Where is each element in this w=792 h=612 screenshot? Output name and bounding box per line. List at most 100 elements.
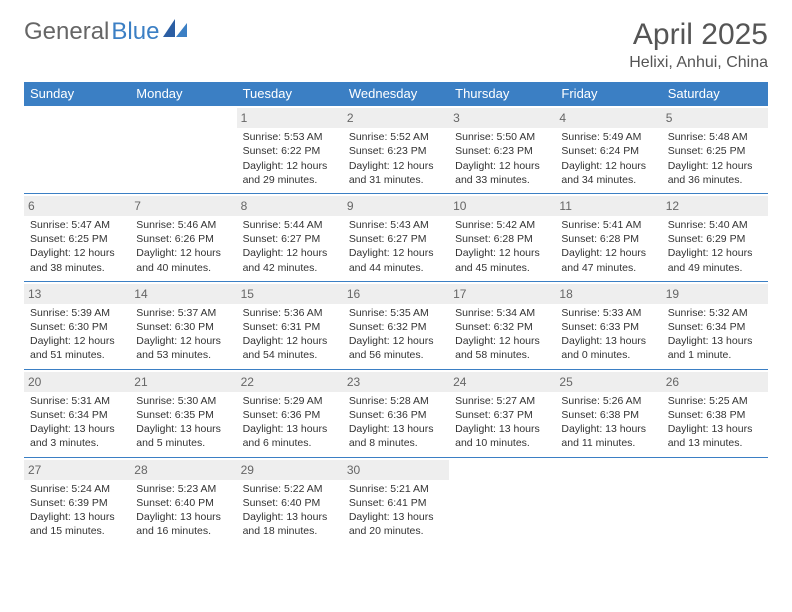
- day-number: 28: [130, 460, 236, 480]
- brand-part2: Blue: [111, 18, 159, 46]
- daylight-text: Daylight: 13 hours and 15 minutes.: [30, 510, 124, 538]
- daylight-text: Daylight: 12 hours and 38 minutes.: [30, 246, 124, 274]
- sunrise-text: Sunrise: 5:35 AM: [349, 306, 443, 320]
- daylight-text: Daylight: 13 hours and 6 minutes.: [243, 422, 337, 450]
- day-number: 15: [237, 284, 343, 304]
- day-header: Sunday: [24, 82, 130, 106]
- daylight-text: Daylight: 12 hours and 36 minutes.: [668, 159, 762, 187]
- day-number: 1: [237, 108, 343, 128]
- day-cell: 4Sunrise: 5:49 AMSunset: 6:24 PMDaylight…: [555, 106, 661, 194]
- sunset-text: Sunset: 6:34 PM: [668, 320, 762, 334]
- day-number: 14: [130, 284, 236, 304]
- sunrise-text: Sunrise: 5:24 AM: [30, 482, 124, 496]
- brand-logo: General Blue: [24, 18, 189, 46]
- day-cell: 26Sunrise: 5:25 AMSunset: 6:38 PMDayligh…: [662, 369, 768, 457]
- day-number: 25: [555, 372, 661, 392]
- sunrise-text: Sunrise: 5:22 AM: [243, 482, 337, 496]
- sunset-text: Sunset: 6:40 PM: [243, 496, 337, 510]
- day-cell: 16Sunrise: 5:35 AMSunset: 6:32 PMDayligh…: [343, 281, 449, 369]
- day-cell: 29Sunrise: 5:22 AMSunset: 6:40 PMDayligh…: [237, 457, 343, 544]
- day-cell: 18Sunrise: 5:33 AMSunset: 6:33 PMDayligh…: [555, 281, 661, 369]
- day-cell: 13Sunrise: 5:39 AMSunset: 6:30 PMDayligh…: [24, 281, 130, 369]
- week-row: 13 Sunrise: 5:39 AM Sunset: 6:30 PM Dayligh…: [24, 281, 768, 369]
- week-row: 27Sunrise: 5:24 AMSunset: 6:39 PMDayligh…: [24, 457, 768, 544]
- daylight-text: Daylight: 12 hours and 29 minutes.: [243, 159, 337, 187]
- daylight-text: Daylight: 12 hours and 34 minutes.: [561, 159, 655, 187]
- day-cell: 8Sunrise: 5:44 AMSunset: 6:27 PMDaylight…: [237, 193, 343, 281]
- sunrise-text: Sunrise: 5:48 AM: [668, 130, 762, 144]
- header: General Blue April 2025 Helixi, Anhui, C…: [24, 18, 768, 72]
- day-number: 18: [555, 284, 661, 304]
- sunset-text: Sunset: 6:35 PM: [136, 408, 230, 422]
- day-cell: 10Sunrise: 5:42 AMSunset: 6:28 PMDayligh…: [449, 193, 555, 281]
- sunrise-text: Sunrise: 5:43 AM: [349, 218, 443, 232]
- daylight-text: Daylight: 12 hours and 49 minutes.: [668, 246, 762, 274]
- sunset-text: Sunset: 6:30 PM: [136, 320, 230, 334]
- sunset-text: Sunset: 6:28 PM: [561, 232, 655, 246]
- day-number: 17: [449, 284, 555, 304]
- day-cell: [555, 457, 661, 544]
- sunrise-text: Sunrise: 5:47 AM: [30, 218, 124, 232]
- day-cell: [662, 457, 768, 544]
- sunset-text: Sunset: 6:39 PM: [30, 496, 124, 510]
- day-number: 24: [449, 372, 555, 392]
- daylight-text: Daylight: 12 hours and 44 minutes.: [349, 246, 443, 274]
- sunset-text: Sunset: 6:34 PM: [30, 408, 124, 422]
- sunrise-text: Sunrise: 5:37 AM: [136, 306, 230, 320]
- sunrise-text: Sunrise: 5:28 AM: [349, 394, 443, 408]
- daylight-text: Daylight: 12 hours and 40 minutes.: [136, 246, 230, 274]
- sunrise-text: Sunrise: 5:26 AM: [561, 394, 655, 408]
- day-number: 30: [343, 460, 449, 480]
- sunrise-text: Sunrise: 5:46 AM: [136, 218, 230, 232]
- day-cell: 9Sunrise: 5:43 AMSunset: 6:27 PMDaylight…: [343, 193, 449, 281]
- daylight-text: Daylight: 13 hours and 18 minutes.: [243, 510, 337, 538]
- sunset-text: Sunset: 6:25 PM: [30, 232, 124, 246]
- sunrise-text: Sunrise: 5:21 AM: [349, 482, 443, 496]
- week-row: 20Sunrise: 5:31 AMSunset: 6:34 PMDayligh…: [24, 369, 768, 457]
- sunrise-text: Sunrise: 5:44 AM: [243, 218, 337, 232]
- week-row: 1Sunrise: 5:53 AMSunset: 6:22 PMDaylight…: [24, 106, 768, 194]
- day-cell: 14Sunrise: 5:37 AMSunset: 6:30 PMDayligh…: [130, 281, 236, 369]
- sunset-text: Sunset: 6:36 PM: [243, 408, 337, 422]
- sunrise-text: Sunrise: 5:41 AM: [561, 218, 655, 232]
- daylight-text: Daylight: 13 hours and 11 minutes.: [561, 422, 655, 450]
- day-header: Monday: [130, 82, 236, 106]
- day-number: 20: [24, 372, 130, 392]
- sunrise-text: Sunrise: 5:53 AM: [243, 130, 337, 144]
- day-cell: 2Sunrise: 5:52 AMSunset: 6:23 PMDaylight…: [343, 106, 449, 194]
- daylight-text: Daylight: 12 hours and 58 minutes.: [455, 334, 549, 362]
- sunrise-text: Sunrise: 5:39 AM: [30, 306, 124, 320]
- day-number: 4: [555, 108, 661, 128]
- sunset-text: Sunset: 6:32 PM: [455, 320, 549, 334]
- day-number: 2: [343, 108, 449, 128]
- location: Helixi, Anhui, China: [629, 54, 768, 72]
- month-title: April 2025: [629, 18, 768, 52]
- daylight-text: Daylight: 12 hours and 54 minutes.: [243, 334, 337, 362]
- daylight-text: Daylight: 13 hours and 3 minutes.: [30, 422, 124, 450]
- daylight-text: Daylight: 12 hours and 42 minutes.: [243, 246, 337, 274]
- sunrise-text: Sunrise: 5:27 AM: [455, 394, 549, 408]
- day-number: 19: [662, 284, 768, 304]
- sunset-text: Sunset: 6:40 PM: [136, 496, 230, 510]
- sunrise-text: Sunrise: 5:32 AM: [668, 306, 762, 320]
- day-cell: 22Sunrise: 5:29 AMSunset: 6:36 PMDayligh…: [237, 369, 343, 457]
- sunset-text: Sunset: 6:23 PM: [349, 144, 443, 158]
- sunrise-text: Sunrise: 5:31 AM: [30, 394, 124, 408]
- day-cell: 12Sunrise: 5:40 AMSunset: 6:29 PMDayligh…: [662, 193, 768, 281]
- day-cell: [130, 106, 236, 194]
- day-number: 6: [24, 196, 130, 216]
- daylight-text: Daylight: 12 hours and 51 minutes.: [30, 334, 124, 362]
- sunset-text: Sunset: 6:25 PM: [668, 144, 762, 158]
- brand-part1: General: [24, 18, 109, 46]
- day-header: Thursday: [449, 82, 555, 106]
- daylight-text: Daylight: 13 hours and 1 minute.: [668, 334, 762, 362]
- sunset-text: Sunset: 6:27 PM: [349, 232, 443, 246]
- daylight-text: Daylight: 13 hours and 16 minutes.: [136, 510, 230, 538]
- sunrise-text: Sunrise: 5:25 AM: [668, 394, 762, 408]
- sunset-text: Sunset: 6:38 PM: [668, 408, 762, 422]
- sunrise-text: Sunrise: 5:33 AM: [561, 306, 655, 320]
- daylight-text: Daylight: 12 hours and 45 minutes.: [455, 246, 549, 274]
- day-cell: 30Sunrise: 5:21 AMSunset: 6:41 PMDayligh…: [343, 457, 449, 544]
- day-number: 13: [24, 284, 130, 304]
- day-header: Wednesday: [343, 82, 449, 106]
